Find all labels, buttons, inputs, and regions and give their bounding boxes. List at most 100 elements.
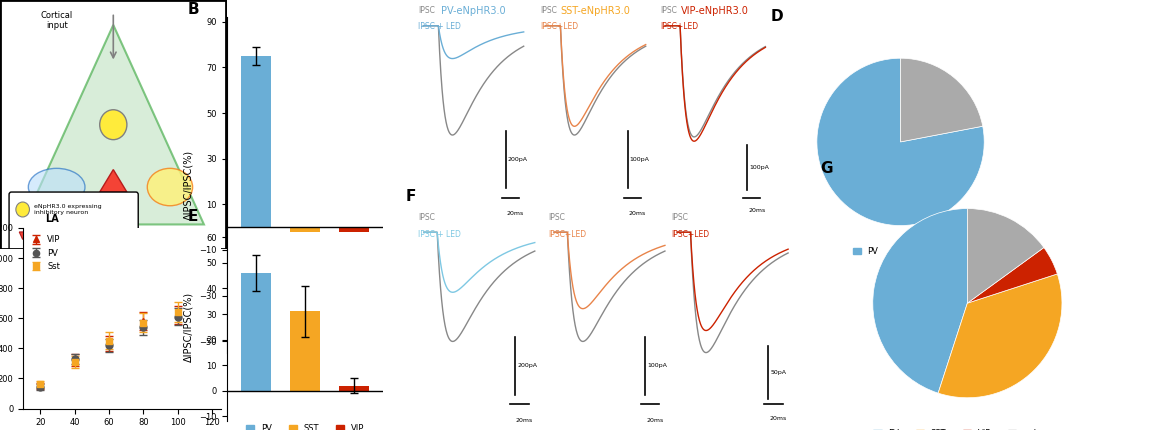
IPSC — [446, 339, 460, 344]
IPSC — [471, 91, 485, 96]
Text: IPSC: IPSC — [418, 213, 436, 222]
IPSC + LED — [508, 246, 522, 252]
Text: 20ms: 20ms — [769, 417, 787, 421]
IPSC + LED — [478, 264, 492, 269]
IPSC + LED — [528, 240, 541, 245]
IPSC — [621, 56, 634, 61]
Text: 100pA: 100pA — [647, 363, 667, 369]
IPSC + LED — [469, 270, 483, 275]
Wedge shape — [967, 209, 1043, 303]
IPSC+LED — [718, 85, 732, 90]
Text: 20ms: 20ms — [629, 211, 646, 216]
Text: IPSC: IPSC — [418, 6, 436, 15]
IPSC+LED — [598, 77, 612, 83]
Circle shape — [100, 110, 127, 140]
IPSC+LED — [621, 53, 634, 58]
IPSC — [639, 43, 653, 49]
IPSC — [538, 23, 552, 28]
Line: IPSC: IPSC — [424, 232, 535, 341]
IPSC — [476, 82, 490, 87]
IPSC+LED — [567, 124, 581, 129]
Bar — [242, 56, 271, 227]
Line: IPSC: IPSC — [423, 26, 524, 135]
Polygon shape — [20, 232, 26, 240]
IPSC + LED — [471, 43, 485, 49]
Text: IPSC+LED: IPSC+LED — [672, 230, 710, 239]
IPSC+LED — [740, 58, 754, 63]
IPSC + LED — [465, 47, 479, 52]
Text: B: B — [187, 2, 199, 17]
IPSC — [471, 302, 485, 307]
Y-axis label: ΔIPSC/IPSC(%): ΔIPSC/IPSC(%) — [184, 150, 194, 220]
IPSC + LED — [483, 259, 497, 264]
Line: IPSC + LED: IPSC + LED — [423, 26, 524, 58]
IPSC — [465, 101, 479, 107]
IPSC+LED — [658, 23, 672, 28]
IPSC — [706, 104, 720, 109]
IPSC+LED — [756, 46, 770, 51]
Wedge shape — [817, 58, 984, 226]
Legend: PV, SST, VIP: PV, SST, VIP — [243, 421, 367, 430]
IPSC+LED — [706, 106, 720, 111]
Polygon shape — [100, 169, 127, 192]
Title: SST-eNpHR3.0: SST-eNpHR3.0 — [560, 6, 631, 16]
Text: 100pA: 100pA — [749, 166, 769, 170]
Legend: VIP, PV, Sst: VIP, PV, Sst — [28, 232, 64, 274]
IPSC — [718, 83, 732, 88]
Ellipse shape — [28, 169, 85, 206]
IPSC — [593, 91, 607, 96]
IPSC + LED — [446, 290, 460, 295]
IPSC — [712, 92, 726, 97]
IPSC+LED — [587, 95, 601, 101]
Legend: PV, SST, VIP: PV, SST, VIP — [243, 359, 367, 375]
Text: eNpHR3.0 expressing
inhibitory neuron: eNpHR3.0 expressing inhibitory neuron — [34, 204, 101, 215]
Text: IPSC+LED: IPSC+LED — [548, 230, 587, 239]
Text: Cortical
input: Cortical input — [41, 10, 73, 30]
Text: IPSC: IPSC — [672, 213, 689, 222]
Text: Pyramidal neuron: Pyramidal neuron — [34, 232, 89, 237]
IPSC — [515, 45, 529, 50]
Line: IPSC+LED: IPSC+LED — [665, 26, 766, 141]
Text: IPSC: IPSC — [548, 213, 566, 222]
IPSC — [740, 56, 754, 61]
Title: VIP-eNpHR3.0: VIP-eNpHR3.0 — [681, 6, 749, 16]
IPSC — [706, 103, 720, 108]
IPSC — [759, 44, 773, 49]
IPSC+LED — [587, 96, 601, 101]
Circle shape — [16, 202, 29, 217]
Text: 50pA: 50pA — [770, 370, 787, 375]
Text: IPSC+LED: IPSC+LED — [540, 22, 579, 31]
Bar — [242, 273, 271, 391]
IPSC — [587, 103, 601, 108]
IPSC + LED — [417, 230, 431, 235]
Text: E: E — [187, 209, 198, 224]
IPSC+LED — [639, 42, 653, 47]
IPSC+LED — [637, 43, 651, 48]
IPSC+LED — [759, 45, 773, 50]
IPSC — [637, 45, 651, 50]
IPSC — [658, 23, 672, 28]
Text: 200pA: 200pA — [508, 157, 528, 162]
IPSC + LED — [515, 30, 529, 35]
Bar — [339, 227, 368, 314]
IPSC + LED — [476, 41, 490, 46]
Text: 20ms: 20ms — [748, 208, 766, 213]
Bar — [290, 311, 320, 391]
Text: IPSC + LED: IPSC + LED — [418, 22, 461, 31]
Line: IPSC: IPSC — [665, 26, 766, 137]
Wedge shape — [967, 248, 1057, 303]
IPSC — [417, 230, 431, 235]
Text: IPSC + LED: IPSC + LED — [418, 230, 461, 239]
IPSC + LED — [517, 29, 531, 34]
IPSC — [478, 292, 492, 297]
Text: G: G — [820, 161, 833, 176]
Text: D: D — [770, 9, 783, 24]
Title: PV-eNpHR3.0: PV-eNpHR3.0 — [442, 6, 505, 16]
IPSC+LED — [706, 107, 720, 112]
Text: IPSC: IPSC — [540, 6, 558, 15]
IPSC+LED — [687, 138, 701, 144]
IPSC — [465, 103, 479, 108]
Legend: PV, unknown: PV, unknown — [849, 243, 952, 259]
Line: IPSC + LED: IPSC + LED — [424, 232, 535, 292]
Wedge shape — [873, 209, 967, 393]
